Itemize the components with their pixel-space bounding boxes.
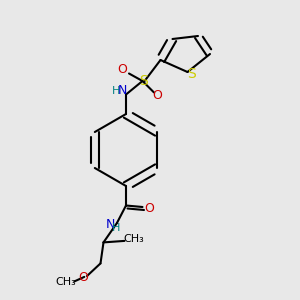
- Text: H: H: [112, 223, 120, 233]
- Text: O: O: [78, 271, 88, 284]
- Text: CH₃: CH₃: [123, 234, 144, 244]
- Text: O: O: [144, 202, 154, 215]
- Text: S: S: [187, 67, 196, 80]
- Text: N: N: [117, 84, 127, 98]
- Text: S: S: [139, 74, 148, 88]
- Text: CH₃: CH₃: [56, 277, 76, 287]
- Text: N: N: [106, 218, 115, 231]
- Text: H: H: [112, 86, 121, 96]
- Text: O: O: [153, 89, 162, 103]
- Text: O: O: [118, 63, 127, 76]
